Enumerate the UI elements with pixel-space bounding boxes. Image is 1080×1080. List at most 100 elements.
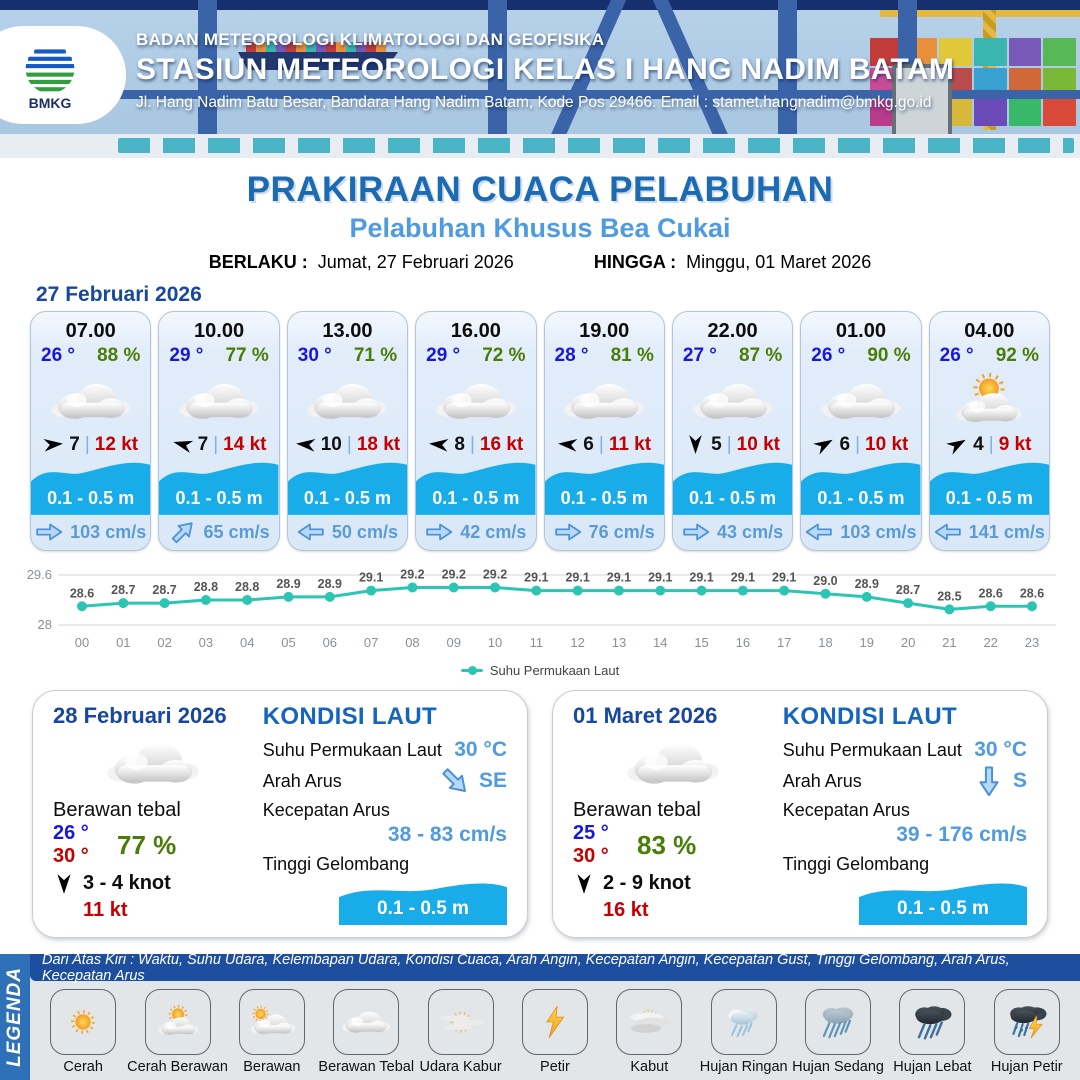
daily-temps: 25 ° 83 % 30 ° <box>573 822 773 868</box>
forecast-card: 19.00 28 ° 81 % 6 | 11 kt 0.1 - 0.5 m 76… <box>543 311 665 551</box>
svg-text:29.1: 29.1 <box>607 571 631 585</box>
svg-text:28.6: 28.6 <box>70 586 94 600</box>
legend-icon-box <box>899 989 966 1055</box>
card-wave-band: 0.1 - 0.5 m <box>672 456 793 515</box>
daily-date: 28 Februari 2026 <box>53 703 227 728</box>
card-temp: 30 ° <box>297 345 332 366</box>
window-beam <box>488 0 507 134</box>
forecast-cards-row: 07.00 26 ° 88 % 7 | 12 kt 0.1 - 0.5 m 10… <box>30 311 1050 551</box>
card-wave-height: 0.1 - 0.5 m <box>560 487 648 508</box>
daily-card: 28 Februari 2026 Berawan tebal 26 ° 77 %… <box>32 690 528 938</box>
wave-label: Tinggi Gelombang <box>262 854 410 874</box>
card-temp: 26 ° <box>939 345 974 366</box>
legend-weather-icon <box>623 1002 675 1042</box>
waiting-chairs-illustration <box>118 138 1074 153</box>
legend-item-label: Hujan Petir <box>990 1059 1063 1075</box>
wave-icon <box>287 462 408 515</box>
daily-weather-icon <box>53 729 253 797</box>
daily-gust: 11 kt <box>83 899 128 921</box>
card-current-row: 65 cm/s <box>159 515 278 550</box>
card-wind-row: 5 | 10 kt <box>673 434 792 456</box>
card-humidity: 87 % <box>738 345 783 366</box>
wind-direction-icon <box>170 435 194 455</box>
svg-text:29.1: 29.1 <box>524 571 548 585</box>
card-wind-speed: 10 <box>320 433 342 455</box>
sea-title: KONDISI LAUT <box>782 703 958 730</box>
card-humidity: 88 % <box>97 345 141 366</box>
card-wind-speed: 4 <box>973 433 984 455</box>
legend-section: LEGENDA Dari Atas Kiri : Waktu, Suhu Uda… <box>0 952 1080 1080</box>
card-wind-row: 6 | 11 kt <box>545 434 664 456</box>
svg-text:01: 01 <box>116 635 130 650</box>
legend-weather-icon <box>1001 1002 1053 1042</box>
current-dir-label: Arah Arus <box>782 770 862 791</box>
card-wave-band: 0.1 - 0.5 m <box>929 456 1049 515</box>
ship-cargo-illustration <box>246 42 386 52</box>
forecast-card: 10.00 29 ° 77 % 7 | 14 kt 0.1 - 0.5 m 65… <box>158 311 280 551</box>
legend-icon-box <box>50 989 117 1055</box>
svg-text:29.1: 29.1 <box>772 571 796 585</box>
svg-text:29.1: 29.1 <box>565 571 589 585</box>
wave-icon <box>544 462 664 515</box>
card-current-row: 76 cm/s <box>545 515 664 550</box>
wind-direction-icon <box>945 433 971 456</box>
current-dir-value: SE <box>478 769 507 792</box>
card-wave-height: 0.1 - 0.5 m <box>175 487 263 508</box>
card-humidity: 77 % <box>225 345 269 366</box>
svg-text:04: 04 <box>240 635 254 650</box>
wind-gust-separator: | <box>84 433 90 455</box>
legend-weather-icon <box>529 1002 581 1042</box>
svg-text:29.1: 29.1 <box>689 571 713 585</box>
legend-item: Udara Kabur <box>417 989 505 1075</box>
legend-weather-icon <box>152 1002 204 1042</box>
header-banner: BMKG BADAN METEOROLOGI KLIMATOLOGI DAN G… <box>0 0 1080 158</box>
svg-text:28: 28 <box>38 617 52 632</box>
current-direction-icon <box>35 522 63 542</box>
legend-item-label: Cerah <box>63 1059 103 1075</box>
card-wind-row: 6 | 10 kt <box>801 434 920 456</box>
card-wave-band: 0.1 - 0.5 m <box>31 456 151 515</box>
weather-icon <box>31 369 150 434</box>
svg-text:29.1: 29.1 <box>731 571 755 585</box>
legend-item-label: Udara Kabur <box>419 1059 502 1075</box>
svg-text:23: 23 <box>1025 635 1039 650</box>
sea-conditions-panel: KONDISI LAUT Suhu Permukaan Laut 30 °C A… <box>783 703 1027 925</box>
card-temp: 27 ° <box>682 345 717 366</box>
chart-legend-label: Suhu Permukaan Laut <box>489 663 620 678</box>
wind-gust-separator: | <box>988 433 994 455</box>
daily-humidity: 83 % <box>637 829 697 860</box>
card-current-speed: 103 cm/s <box>840 521 917 542</box>
card-time: 22.00 <box>707 320 758 342</box>
weather-icon <box>673 369 792 434</box>
card-current-speed: 65 cm/s <box>203 521 270 542</box>
svg-text:12: 12 <box>570 635 584 650</box>
legend-item-label: Hujan Sedang <box>792 1059 885 1075</box>
daily-wind-row: 2 - 9 knot <box>573 872 773 895</box>
daily-wind-row: 3 - 4 knot <box>53 872 253 895</box>
container-block <box>939 38 972 66</box>
legend-icon-box <box>616 989 683 1055</box>
legend-weather-icon <box>57 1002 109 1042</box>
svg-text:14: 14 <box>653 635 667 650</box>
daily-temp-min: 25 ° <box>573 822 609 844</box>
card-time: 10.00 <box>194 320 245 342</box>
svg-text:09: 09 <box>447 635 461 650</box>
bmkg-logo-label: BMKG <box>29 95 72 111</box>
legend-icon-box <box>333 989 400 1055</box>
current-dir-label: Arah Arus <box>262 770 342 791</box>
legend-item: Hujan Lebat <box>888 989 976 1075</box>
forecast-card: 07.00 26 ° 88 % 7 | 12 kt 0.1 - 0.5 m 10… <box>30 311 152 551</box>
daily-condition: Berawan tebal <box>53 799 181 821</box>
current-direction-icon <box>554 522 582 542</box>
forecast-card: 01.00 26 ° 90 % 6 | 10 kt 0.1 - 0.5 m 10… <box>800 311 922 551</box>
card-current-row: 103 cm/s <box>801 515 920 550</box>
card-wave-band: 0.1 - 0.5 m <box>287 456 408 515</box>
card-wind-row: 8 | 16 kt <box>416 434 535 456</box>
container-block <box>870 38 903 66</box>
container-block <box>1008 98 1042 126</box>
weather-icon <box>159 369 278 434</box>
daily-wind: 2 - 9 knot <box>603 872 691 894</box>
svg-text:15: 15 <box>694 635 708 650</box>
station-name: STASIUN METEOROLOGI KELAS I HANG NADIM B… <box>136 53 955 86</box>
legend-item-label: Berawan Tebal <box>318 1059 415 1075</box>
